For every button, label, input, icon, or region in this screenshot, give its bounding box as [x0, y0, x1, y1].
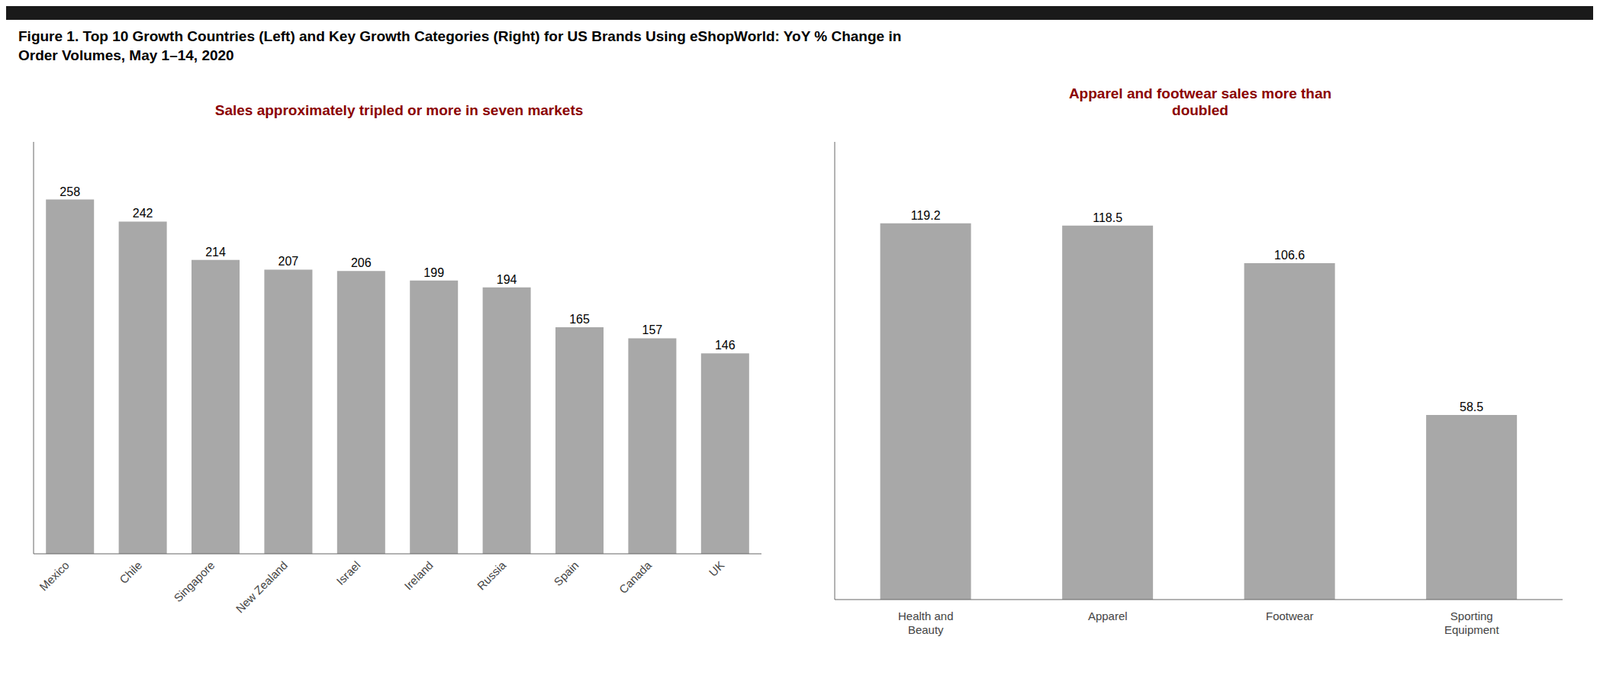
- svg-text:242: 242: [132, 206, 154, 220]
- svg-text:Health andBeauty: Health andBeauty: [898, 609, 954, 637]
- svg-text:258: 258: [59, 185, 81, 199]
- svg-text:119.2: 119.2: [911, 209, 941, 223]
- svg-text:Singapore: Singapore: [170, 558, 217, 605]
- svg-text:118.5: 118.5: [1092, 211, 1123, 225]
- svg-text:165: 165: [569, 312, 590, 326]
- svg-text:199: 199: [423, 266, 445, 280]
- svg-text:Ireland: Ireland: [401, 558, 435, 593]
- svg-text:146: 146: [714, 338, 736, 352]
- svg-text:214: 214: [205, 245, 226, 259]
- html-text:Apparel and footwear sales mor: Apparel and footwear sales more than dou…: [1068, 85, 1332, 119]
- svg-text:Russia: Russia: [474, 558, 509, 593]
- svg-text:194: 194: [496, 273, 518, 287]
- svg-text:Footwear: Footwear: [1265, 609, 1314, 623]
- svg-text:Chile: Chile: [116, 558, 145, 586]
- svg-text:UK: UK: [706, 558, 728, 580]
- svg-text:206: 206: [350, 256, 372, 270]
- svg-text:106.6: 106.6: [1274, 248, 1305, 262]
- svg-text:SportingEquipment: SportingEquipment: [1444, 609, 1501, 637]
- svg-text:157: 157: [642, 323, 664, 337]
- svg-text:Mexico: Mexico: [36, 558, 72, 594]
- svg-text:Apparel: Apparel: [1088, 609, 1128, 623]
- html-text:Sales approximately tripled or: Sales approximately tripled or more in s…: [214, 102, 584, 119]
- svg-text:Spain: Spain: [550, 558, 581, 589]
- html-text:Figure 1. Top 10 Growth Countr: Figure 1. Top 10 Growth Countries (Left)…: [18, 28, 902, 64]
- svg-text:Canada: Canada: [616, 558, 655, 597]
- svg-text:58.5: 58.5: [1459, 400, 1484, 414]
- svg-text:Israel: Israel: [333, 558, 363, 588]
- svg-text:New Zealand: New Zealand: [232, 558, 290, 616]
- svg-text:207: 207: [278, 254, 300, 268]
